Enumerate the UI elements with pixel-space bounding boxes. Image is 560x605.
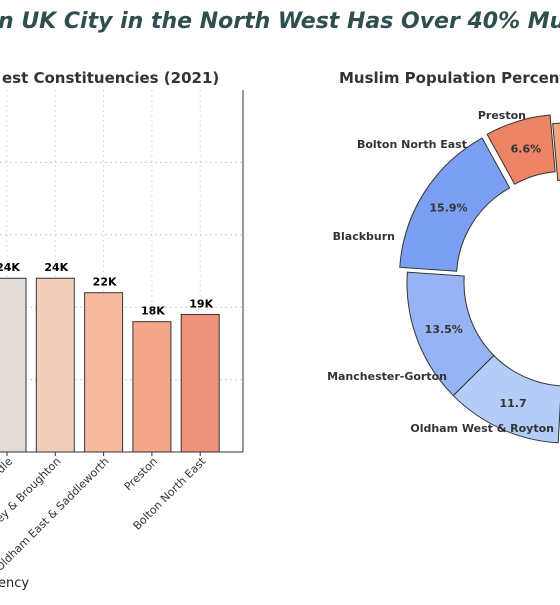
donut-slice-1 bbox=[486, 114, 556, 185]
x-tick-label-2: Oldham East & Saddleworth bbox=[0, 455, 112, 574]
bar-chart-title: est Constituencies (2021) bbox=[2, 69, 219, 87]
bar-3 bbox=[132, 321, 172, 453]
donut-slice-label-2: Blackburn bbox=[333, 230, 395, 243]
bar-value-label-0: 24K bbox=[0, 261, 20, 274]
donut-slice-4 bbox=[452, 354, 560, 444]
donut-slice-3 bbox=[406, 271, 495, 397]
bar-4 bbox=[180, 313, 220, 453]
donut-pct-label-1: 6.6% bbox=[511, 143, 542, 156]
figure-title: n UK City in the North West Has Over 40%… bbox=[0, 9, 560, 34]
donut-slice-label-4: Oldham West & Royton bbox=[410, 422, 554, 435]
bar-value-label-2: 22K bbox=[93, 276, 117, 289]
donut-pct-label-2: 15.9% bbox=[429, 202, 467, 215]
donut-slice-label-1: Bolton North East bbox=[357, 138, 467, 151]
bar-2 bbox=[84, 292, 124, 453]
x-tick-label-0: endle bbox=[0, 455, 15, 486]
donut-pct-label-3: 13.5% bbox=[425, 323, 463, 336]
bar-chart-xlabel: ency bbox=[0, 576, 29, 591]
donut-pct-label-4: 11.7 bbox=[499, 397, 526, 410]
donut-slice-label-0: Preston bbox=[478, 109, 526, 122]
bar-0 bbox=[0, 277, 27, 453]
pie-chart-title: Muslim Population Percent bbox=[339, 69, 560, 87]
donut-slice-label-3: Manchester-Gorton bbox=[327, 370, 447, 383]
bar-1 bbox=[35, 277, 75, 453]
bar-value-label-3: 18K bbox=[141, 305, 165, 318]
donut-slice-0 bbox=[552, 122, 560, 181]
x-tick-label-3: Preston bbox=[122, 455, 160, 493]
donut-slice-2 bbox=[399, 137, 511, 272]
bar-value-label-4: 19K bbox=[189, 297, 213, 310]
bar-value-label-1: 24K bbox=[44, 261, 68, 274]
